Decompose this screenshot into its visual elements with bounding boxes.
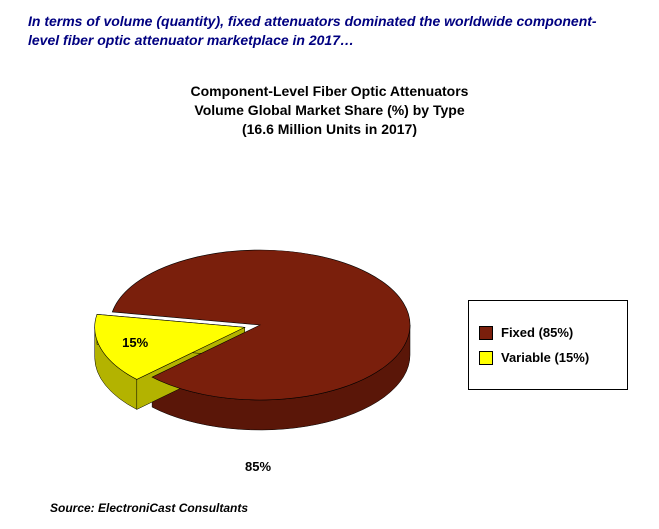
legend: Fixed (85%) Variable (15%) (468, 300, 628, 390)
intro-caption: In terms of volume (quantity), fixed att… (28, 12, 618, 50)
legend-item-variable: Variable (15%) (479, 350, 617, 365)
source-attribution: Source: ElectroniCast Consultants (50, 501, 248, 515)
slice-label-variable: 15% (122, 335, 148, 350)
legend-item-fixed: Fixed (85%) (479, 325, 617, 340)
pie-chart: 85% 15% (60, 170, 460, 450)
chart-title-line-1: Component-Level Fiber Optic Attenuators (0, 82, 659, 101)
legend-label-fixed: Fixed (85%) (501, 325, 573, 340)
legend-label-variable: Variable (15%) (501, 350, 589, 365)
legend-swatch-variable (479, 351, 493, 365)
slice-label-fixed: 85% (245, 459, 271, 474)
chart-title-line-2: Volume Global Market Share (%) by Type (0, 101, 659, 120)
chart-title: Component-Level Fiber Optic Attenuators … (0, 82, 659, 139)
legend-swatch-fixed (479, 326, 493, 340)
chart-title-line-3: (16.6 Million Units in 2017) (0, 120, 659, 139)
pie-svg (60, 170, 460, 470)
